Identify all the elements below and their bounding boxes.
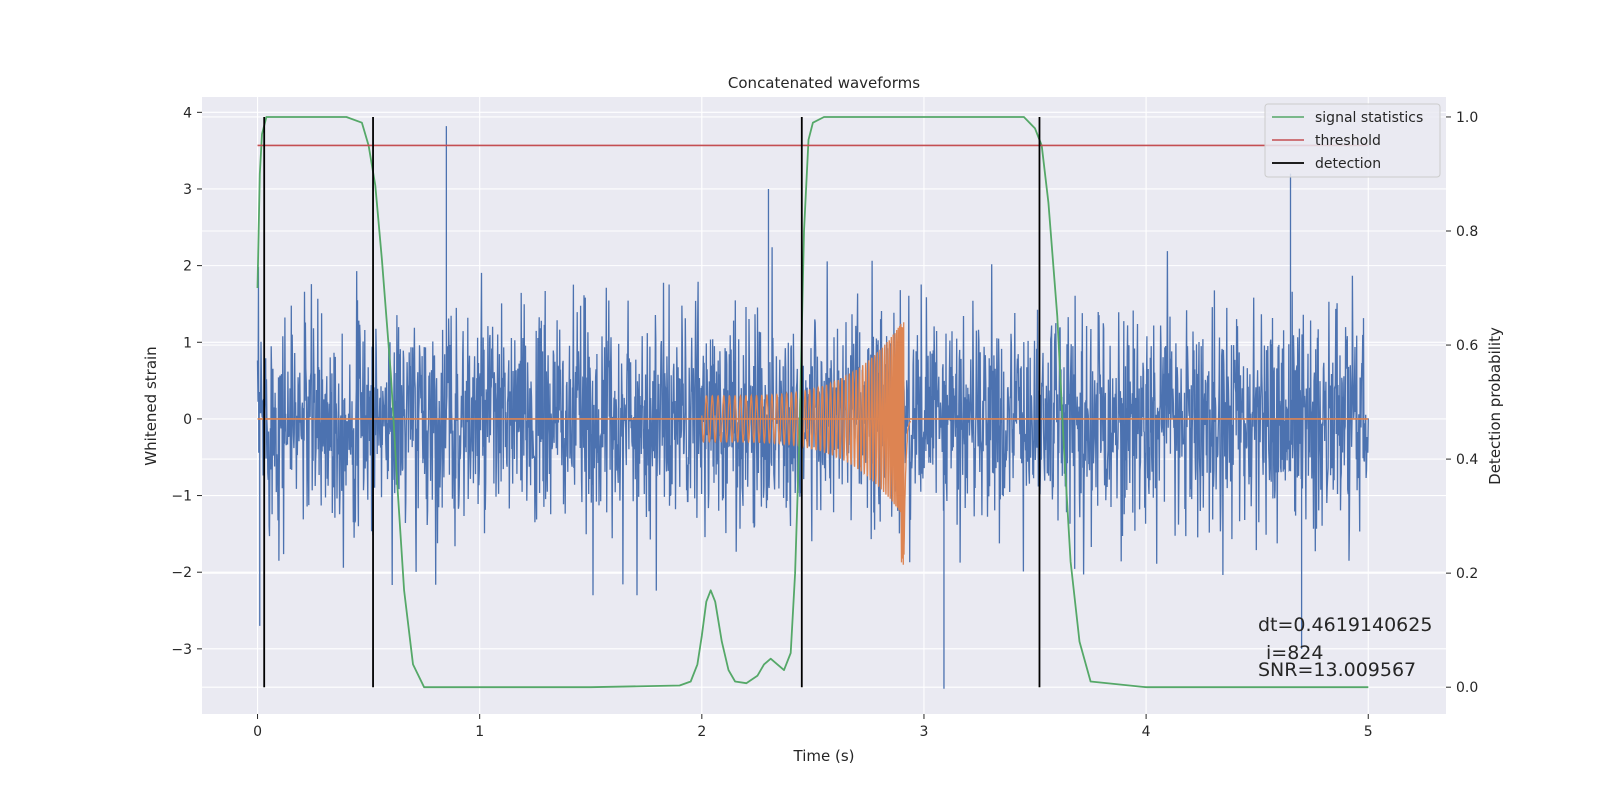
detection-series <box>263 116 1041 688</box>
y-right-tick-label-3: 0.4 <box>1456 452 1478 468</box>
x-tick-label-3: 3 <box>920 724 929 740</box>
y-right-tick-label-1: 0.8 <box>1456 224 1478 240</box>
y-right-tick-label-4: 0.2 <box>1456 566 1478 582</box>
y-axis-label: Whitened strain <box>142 346 160 465</box>
axis-ticks: 0 1 2 3 4 5 4 3 2 1 0 −1 −2 −3 1.0 0.8 0.6 0.4 0.2 0.0 <box>171 105 1478 740</box>
y-tick-label-5: −1 <box>171 489 192 505</box>
signal-statistics-series <box>256 116 1369 689</box>
y-tick-label-0: 4 <box>183 105 192 121</box>
y-right-tick-label-0: 1.0 <box>1456 110 1478 126</box>
x-tick-label-0: 0 <box>253 724 262 740</box>
y-tick-label-7: −3 <box>171 642 192 658</box>
x-tick-label-5: 5 <box>1364 724 1373 740</box>
y-right-axis-label: Detection probability <box>1486 327 1504 485</box>
y-tick-label-3: 1 <box>183 335 192 351</box>
chart-title: Concatenated waveforms <box>728 74 920 92</box>
x-tick-label-2: 2 <box>697 724 706 740</box>
chirp-waveform-line <box>701 322 912 565</box>
x-tick-label-4: 4 <box>1142 724 1151 740</box>
chirp-waveform-series <box>257 322 1369 565</box>
annotation-index: i=824 <box>1266 642 1323 664</box>
annotation-dt: dt=0.4619140625 <box>1258 614 1432 636</box>
y-tick-label-4: 0 <box>183 412 192 428</box>
annotation-snr: SNR=13.009567 <box>1258 659 1416 681</box>
x-tick-label-1: 1 <box>475 724 484 740</box>
legend-signal-statistics-label: signal statistics <box>1315 110 1423 126</box>
signal-statistics-line <box>256 116 1369 689</box>
x-axis-label: Time (s) <box>793 747 855 765</box>
legend-box <box>1264 103 1441 178</box>
legend-threshold-label: threshold <box>1315 133 1381 149</box>
legend: signal statistics threshold detection <box>1264 103 1441 178</box>
legend-detection-label: detection <box>1315 156 1381 172</box>
y-right-tick-label-5: 0.0 <box>1456 680 1478 696</box>
y-tick-label-2: 2 <box>183 259 192 275</box>
y-right-tick-label-2: 0.6 <box>1456 338 1478 354</box>
y-tick-label-1: 3 <box>183 182 192 198</box>
y-tick-label-6: −2 <box>171 565 192 581</box>
